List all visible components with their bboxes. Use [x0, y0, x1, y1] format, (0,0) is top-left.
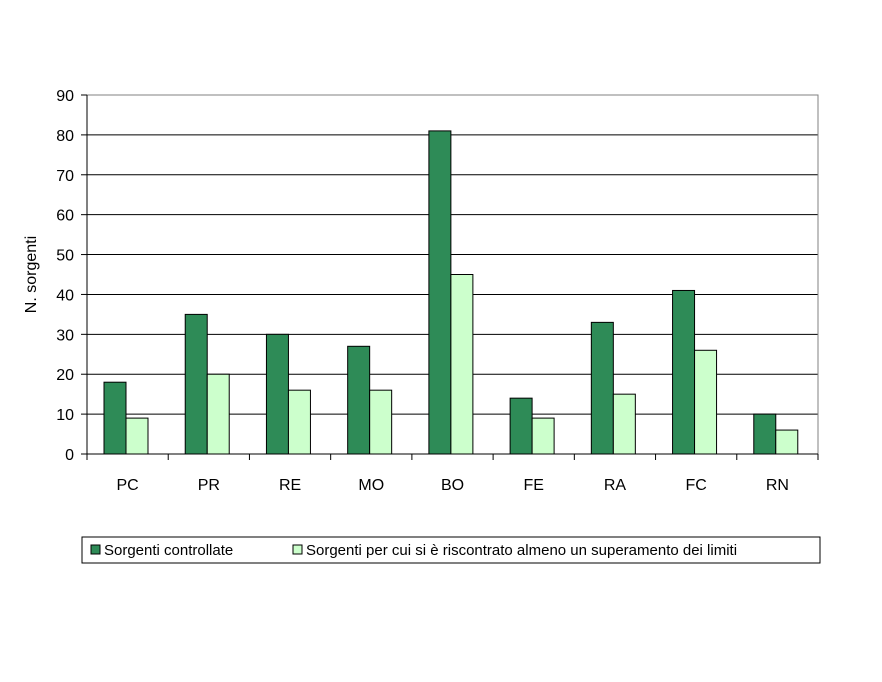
bar-controllate-fc [672, 289, 696, 455]
x-tick-label: RN [766, 477, 789, 494]
y-tick-label: 30 [56, 327, 74, 344]
legend-swatch [90, 544, 101, 555]
bar-superamento-re [287, 389, 311, 455]
y-tick-labels: 0 10 20 30 40 50 60 70 80 90 [56, 88, 74, 464]
y-tick-label: 70 [56, 168, 74, 185]
bars [103, 130, 799, 455]
y-tick-label: 10 [56, 407, 74, 424]
bar-superamento-fc [694, 349, 718, 455]
x-tick-label: RA [604, 477, 627, 494]
bar-controllate-mo [347, 345, 371, 455]
legend: Sorgenti controllate Sorgenti per cui si … [81, 536, 821, 564]
x-tick-label: PC [116, 477, 138, 494]
bar-controllate-ra [590, 321, 614, 455]
bar-superamento-pr [206, 373, 230, 455]
bar-superamento-bo [450, 274, 474, 455]
x-tick-label: MO [358, 477, 384, 494]
bar-superamento-fe [531, 417, 555, 455]
x-tick-label: FC [686, 477, 707, 494]
x-tick-label: BO [441, 477, 464, 494]
y-tick-label: 40 [56, 287, 74, 304]
y-tick-label: 0 [65, 447, 74, 464]
bar-controllate-pr [184, 313, 208, 455]
bar-controllate-re [265, 333, 289, 455]
y-axis-title: N. sorgenti [23, 236, 40, 313]
bar-superamento-pc [125, 417, 149, 455]
legend-box [81, 536, 821, 564]
x-tick-labels: PC PR RE MO BO FE RA FC RN [116, 477, 788, 494]
x-tick-label: FE [523, 477, 543, 494]
y-tick-label: 60 [56, 208, 74, 225]
legend-label: Sorgenti controllate [104, 542, 233, 559]
bar-superamento-ra [612, 393, 636, 455]
legend-swatch [292, 544, 303, 555]
axes [81, 94, 819, 460]
y-tick-label: 90 [56, 88, 74, 105]
bar-superamento-mo [369, 389, 393, 455]
y-tick-label: 20 [56, 367, 74, 384]
y-tick-label: 50 [56, 248, 74, 265]
x-tick-label: RE [279, 477, 301, 494]
legend-label: Sorgenti per cui si è riscontrato almeno… [306, 542, 737, 559]
x-tick-label: PR [198, 477, 220, 494]
bar-superamento-rn [775, 429, 799, 455]
bar-controllate-fe [509, 397, 533, 455]
y-tick-label: 80 [56, 128, 74, 145]
bar-controllate-pc [103, 381, 127, 455]
bar-controllate-bo [428, 130, 452, 455]
bar-controllate-rn [753, 413, 777, 455]
